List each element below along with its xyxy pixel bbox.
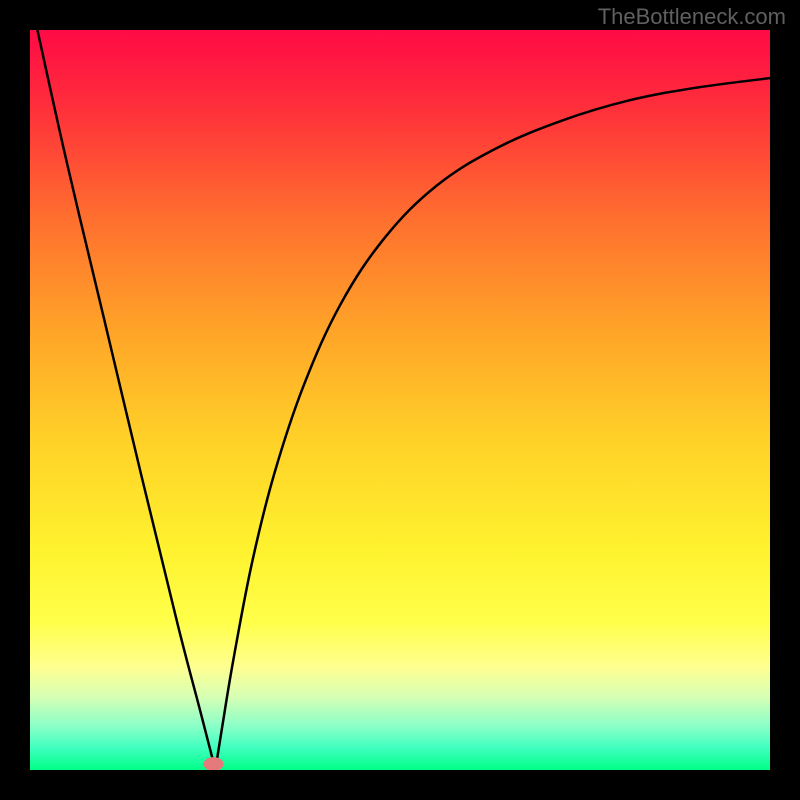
chart-svg <box>30 30 770 770</box>
watermark-text: TheBottleneck.com <box>598 4 786 30</box>
plot-area <box>30 30 770 770</box>
gradient-background <box>30 30 770 770</box>
